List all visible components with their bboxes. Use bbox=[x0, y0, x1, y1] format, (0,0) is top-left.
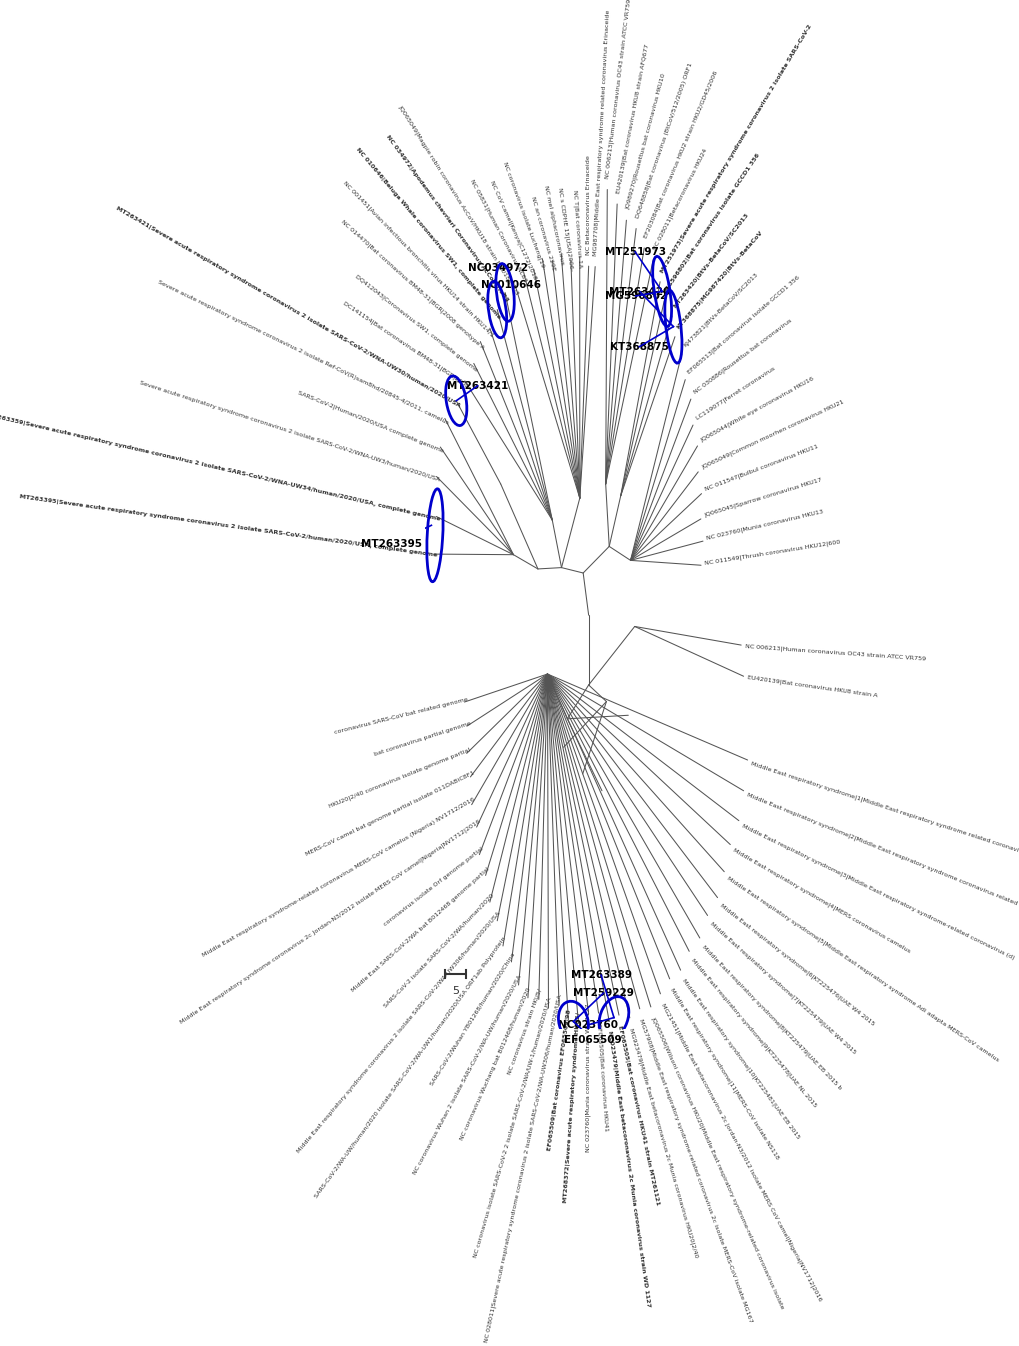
Text: JQ989270|Rousettus bat coronavirus HKU10: JQ989270|Rousettus bat coronavirus HKU10 bbox=[624, 73, 665, 210]
Text: NC 023760|Munia coronavirus strain WD 1127: NC 023760|Munia coronavirus strain WD 11… bbox=[585, 1003, 591, 1152]
Text: NC coronavirus Wuhan 2 isolate SARS-CoV-2/WA-UW/human/2020/USA: NC coronavirus Wuhan 2 isolate SARS-CoV-… bbox=[412, 975, 522, 1175]
Text: EF065513|Bat coronavirus isolate GCCD1 356: EF065513|Bat coronavirus isolate GCCD1 3… bbox=[686, 275, 800, 374]
Text: Middle East respiratory syndrome|5|Middle East respiratory syndrome Adi adapta M: Middle East respiratory syndrome|5|Middl… bbox=[726, 875, 999, 1063]
Text: NC coronavirus strain HKU5/: NC coronavirus strain HKU5/ bbox=[506, 988, 542, 1075]
Text: LC119077|Ferret coronavirus: LC119077|Ferret coronavirus bbox=[694, 366, 775, 421]
Text: MT251973|Severe acute respiratory syndrome coronavirus 2 isolate SARS-CoV-2: MT251973|Severe acute respiratory syndro… bbox=[659, 23, 812, 273]
Text: NC010646: NC010646 bbox=[481, 280, 541, 289]
Text: MT259229: MT259229 bbox=[573, 988, 633, 999]
Text: NC T|Bat coronavirus 1A: NC T|Bat coronavirus 1A bbox=[572, 190, 582, 268]
Text: NC 006213|Human coronavirus OC43 strain ATCC VR759: NC 006213|Human coronavirus OC43 strain … bbox=[744, 643, 925, 661]
Text: KJ473821|BtVs-BetaCoV/SC2013: KJ473821|BtVs-BetaCoV/SC2013 bbox=[682, 272, 758, 349]
Text: 5: 5 bbox=[451, 987, 459, 996]
Text: MG57908|Middle East respiratory syndrome-related coronavirus 2c isolate MERS-CoV: MG57908|Middle East respiratory syndrome… bbox=[638, 1018, 753, 1323]
Text: SARS-CoV-2|Human/2020/USA complete genome: SARS-CoV-2|Human/2020/USA complete genom… bbox=[298, 390, 444, 454]
Text: EF065509: EF065509 bbox=[564, 1035, 622, 1044]
Text: DQ412043|Coronavirus SW1, complete genome: DQ412043|Coronavirus SW1, complete genom… bbox=[354, 273, 478, 373]
Text: Middle East respiratory syndrome|4|MERS coronavirus camelus: Middle East respiratory syndrome|4|MERS … bbox=[732, 848, 911, 954]
Text: coronavirus SARS-CoV bat related genome: coronavirus SARS-CoV bat related genome bbox=[333, 697, 469, 735]
Text: Middle East respiratory syndrome coronavirus 2c Jordan-N3/2012 isolate MERS CoV : Middle East respiratory syndrome coronav… bbox=[178, 818, 481, 1026]
Text: Middle East respiratory syndrome|1|Middle East respiratory syndrome related coro: Middle East respiratory syndrome|1|Middl… bbox=[750, 760, 1019, 863]
Text: Middle East respiratory syndrome|7|KT225479|UAE W4 2015: Middle East respiratory syndrome|7|KT225… bbox=[708, 921, 856, 1055]
Text: JQ065506|Wilsoni coronavirus HKU20|Middle East respiratory syndrome-related coro: JQ065506|Wilsoni coronavirus HKU20|Middl… bbox=[649, 1016, 785, 1310]
Text: MT263421|Severe acute respiratory syndrome coronavirus 2 isolate SARS-CoV-2/WNA-: MT263421|Severe acute respiratory syndro… bbox=[114, 206, 461, 408]
Text: EF203084|Bat coronavirus HKU2 strain HKU2/GD45/2006: EF203084|Bat coronavirus HKU2 strain HKU… bbox=[643, 70, 718, 240]
Text: NC 014470|Bat coronavirus BM48-31|BGR|2008 genotype A: NC 014470|Bat coronavirus BM48-31|BGR|20… bbox=[339, 219, 485, 351]
Text: Severe acute respiratory syndrome coronavirus 2 isolate SARS-CoV-2/WNA-UW3/human: Severe acute respiratory syndrome corona… bbox=[140, 380, 440, 482]
Text: EF065505|Bat coronavirus HKU41: EF065505|Bat coronavirus HKU41 bbox=[595, 1024, 608, 1132]
Text: DQ648858|Bat coronavirus (BtCoV/512/2005) ORF1: DQ648858|Bat coronavirus (BtCoV/512/2005… bbox=[634, 62, 693, 219]
Text: MERS-CoV camel bat genome partial isolate 011DABiC8F1: MERS-CoV camel bat genome partial isolat… bbox=[304, 770, 475, 856]
Text: NC s CDPHE 15|USA|2006-: NC s CDPHE 15|USA|2006- bbox=[556, 187, 574, 271]
Text: SARS-CoV-2/WA-UW/human/2020 isolate SARS-CoV-2/WA-UW1/human/2020/USA ORF1ab Poly: SARS-CoV-2/WA-UW/human/2020 isolate SARS… bbox=[314, 935, 506, 1199]
Text: KT368875|MG987420|BtVs-BetaCoV: KT368875|MG987420|BtVs-BetaCoV bbox=[675, 230, 763, 330]
Text: Middle East respiratory syndrome|10|KT225481|UAE EB 2015: Middle East respiratory syndrome|10|KT22… bbox=[680, 977, 800, 1140]
Text: MT263395|Severe acute respiratory syndrome coronavirus 2 isolate SARS-CoV-2/huma: MT263395|Severe acute respiratory syndro… bbox=[19, 494, 437, 559]
Text: EF065505|Bat coronavirus HKU41 strain MT261121: EF065505|Bat coronavirus HKU41 strain MT… bbox=[616, 1026, 659, 1206]
Text: JQ065049|Magpie robin coronavirus AcCoV/HKU18 strain HKU18|chu3: JQ065049|Magpie robin coronavirus AcCoV/… bbox=[396, 104, 519, 296]
Text: MG596802: MG596802 bbox=[604, 291, 666, 302]
Text: NC 028011|Betacoronavirus HKU24: NC 028011|Betacoronavirus HKU24 bbox=[652, 148, 708, 252]
Text: NC 028011|Severe acute respiratory syndrome coronavirus 2 isolate SARS-CoV-2/WA-: NC 028011|Severe acute respiratory syndr… bbox=[483, 995, 562, 1343]
Text: JQ065045|Sparrow coronavirus HKU17: JQ065045|Sparrow coronavirus HKU17 bbox=[703, 478, 822, 518]
Text: SARS-CoV-2/Wuhan YB01268/human/2020/China: SARS-CoV-2/Wuhan YB01268/human/2020/Chin… bbox=[429, 952, 515, 1086]
Text: MT263420|BtVs-BetaCoV/SC2013: MT263420|BtVs-BetaCoV/SC2013 bbox=[672, 213, 749, 310]
Text: NC Betacoronavirus Erinaceide: NC Betacoronavirus Erinaceide bbox=[586, 155, 591, 256]
Text: NC CoV camel|Kenya|C1272|2018: NC CoV camel|Kenya|C1272|2018 bbox=[488, 179, 537, 280]
Text: JQ065044|White eye coronavirus HKU16: JQ065044|White eye coronavirus HKU16 bbox=[699, 376, 814, 443]
Text: NC 023760|Munia coronavirus HKU13: NC 023760|Munia coronavirus HKU13 bbox=[705, 509, 823, 541]
Text: Severe acute respiratory syndrome coronavirus 2 isolate Ref-CoV(R)sam8hd/20845-4: Severe acute respiratory syndrome corona… bbox=[157, 280, 449, 425]
Text: EU420139|Bat coronavirus HKU8 strain AFQ677: EU420139|Bat coronavirus HKU8 strain AFQ… bbox=[614, 43, 649, 194]
Text: NC023760: NC023760 bbox=[557, 1020, 616, 1030]
Text: Middle East respiratory syndrome|9|KT225478|UAE NL 2015: Middle East respiratory syndrome|9|KT225… bbox=[689, 958, 816, 1109]
Text: NC coronavirus Wuchang bat B012468/human/2020: NC coronavirus Wuchang bat B012468/human… bbox=[460, 987, 531, 1141]
Text: DC141154|Bat coronavirus BM48-31|BGR|2008: DC141154|Bat coronavirus BM48-31|BGR|200… bbox=[341, 302, 469, 389]
Text: MG923479|Middle East betacoronavirus 2c Munia coronavirus HKU20|2/40: MG923479|Middle East betacoronavirus 2c … bbox=[628, 1027, 699, 1259]
Text: Middle East respiratory syndrome coronavirus 2 isolate SARS-CoV-2/WA-UW306/human: Middle East respiratory syndrome coronav… bbox=[297, 911, 501, 1154]
Text: NC 011547|Bulbul coronavirus HKU11: NC 011547|Bulbul coronavirus HKU11 bbox=[703, 444, 818, 493]
Text: MG21451|Middle East betacoronavirus 2c Jordan-N3/2012 isolate MERS CoV camel|Nig: MG21451|Middle East betacoronavirus 2c J… bbox=[659, 1003, 822, 1302]
Text: NC 006213|Human coronavirus OC43 strain ATCC VR759: NC 006213|Human coronavirus OC43 strain … bbox=[604, 0, 632, 179]
Text: EU420139|Bat coronavirus HKU8 strain A: EU420139|Bat coronavirus HKU8 strain A bbox=[746, 676, 877, 699]
Text: Middle East respiratory syndrome|11|MERS-CoV isolate NS118: Middle East respiratory syndrome|11|MERS… bbox=[668, 987, 780, 1160]
Text: HKU20|2/40 coronavirus isolate genome partial: HKU20|2/40 coronavirus isolate genome pa… bbox=[328, 747, 471, 809]
Text: NC 001451|Avian infectious bronchitis virus HKU14 strain HKU14/1: NC 001451|Avian infectious bronchitis vi… bbox=[341, 180, 494, 338]
Text: MT251973: MT251973 bbox=[604, 246, 665, 257]
Text: MT263395: MT263395 bbox=[360, 540, 421, 549]
Text: NC034972: NC034972 bbox=[468, 262, 528, 272]
Text: Middle East respiratory syndrome|6|KT225476|UAE W4 2015: Middle East respiratory syndrome|6|KT225… bbox=[718, 902, 874, 1026]
Text: NC coronavirus isolate Lucheng|19-: NC coronavirus isolate Lucheng|19- bbox=[501, 162, 546, 271]
Text: Middle East respiratory syndrome|3|Middle East respiratory syndrome-related coro: Middle East respiratory syndrome|3|Middl… bbox=[741, 822, 1015, 961]
Text: MG987708|Middle East respiratory syndrome related coronavirus Erinaceide: MG987708|Middle East respiratory syndrom… bbox=[592, 9, 610, 256]
Text: MT268372|Severe acute respiratory syndrome HKU5/: MT268372|Severe acute respiratory syndro… bbox=[562, 1012, 581, 1203]
Text: MT263421: MT263421 bbox=[446, 381, 507, 390]
Text: Middle East SARS-CoV-2/WA bat B012468 genome partial: Middle East SARS-CoV-2/WA bat B012468 ge… bbox=[350, 867, 490, 993]
Text: EF065509|Bat coronavirus EF065509/98: EF065509|Bat coronavirus EF065509/98 bbox=[546, 1010, 571, 1151]
Text: MG596802|Bat coronavirus isolate GCCD1 356: MG596802|Bat coronavirus isolate GCCD1 3… bbox=[663, 152, 760, 293]
Text: NC 030886|Rousettus bat coronavirus: NC 030886|Rousettus bat coronavirus bbox=[692, 318, 792, 394]
Text: bat coronavirus partial genome: bat coronavirus partial genome bbox=[373, 720, 471, 756]
Text: SARS-CoV-2 isolate SARS-CoV-2/WA/human/2020: SARS-CoV-2 isolate SARS-CoV-2/WA/human/2… bbox=[382, 892, 494, 1008]
Text: Middle East respiratory syndrome|2|Middle East respiratory syndrome coronavirus : Middle East respiratory syndrome|2|Middl… bbox=[746, 793, 1017, 907]
Text: JQ065049|Common moorhen coronavirus HKU21: JQ065049|Common moorhen coronavirus HKU2… bbox=[700, 398, 844, 470]
Text: NC mel alphacoronavirus: NC mel alphacoronavirus bbox=[542, 186, 564, 265]
Text: Middle East respiratory syndrome|8|KT225479|UAE EB 2015 b: Middle East respiratory syndrome|8|KT225… bbox=[700, 944, 842, 1090]
Text: Middle East respiratory syndrome-related coronavirus MERS-CoV camelus (Nigeria) : Middle East respiratory syndrome-related… bbox=[202, 797, 476, 958]
Text: NC 010646|Beluga Whale coronavirus SW1, complete genome: NC 010646|Beluga Whale coronavirus SW1, … bbox=[355, 147, 501, 319]
Text: NC023479|Middle East betacoronavirus 2c Munia coronavirus strain WD 1127: NC023479|Middle East betacoronavirus 2c … bbox=[606, 1031, 650, 1308]
Text: NC 034972|Apodemus chevrieri Coronavirus AcCoV/HeB3: NC 034972|Apodemus chevrieri Coronavirus… bbox=[384, 135, 508, 303]
Text: NC an coronavirus 229E: NC an coronavirus 229E bbox=[529, 197, 555, 272]
Text: coronavirus isolate Orf genome partial: coronavirus isolate Orf genome partial bbox=[382, 845, 484, 926]
Text: MT263389: MT263389 bbox=[570, 970, 631, 980]
Text: NC 05831|Human Coronavirus NL63: NC 05831|Human Coronavirus NL63 bbox=[469, 178, 527, 283]
Text: KT368875: KT368875 bbox=[609, 342, 668, 351]
Text: MT263420: MT263420 bbox=[608, 287, 669, 296]
Text: NC coronavirus isolate SARS-CoV-2 2 isolate SARS-CoV-2/WA/UW-1/human/2020/USA: NC coronavirus isolate SARS-CoV-2 2 isol… bbox=[472, 997, 551, 1259]
Text: MT263359|Severe acute respiratory syndrome coronavirus 2 isolate SARS-CoV-2/WNA-: MT263359|Severe acute respiratory syndro… bbox=[0, 412, 440, 521]
Text: NC 011549|Thrush coronavirus HKU12|600: NC 011549|Thrush coronavirus HKU12|600 bbox=[704, 540, 841, 567]
